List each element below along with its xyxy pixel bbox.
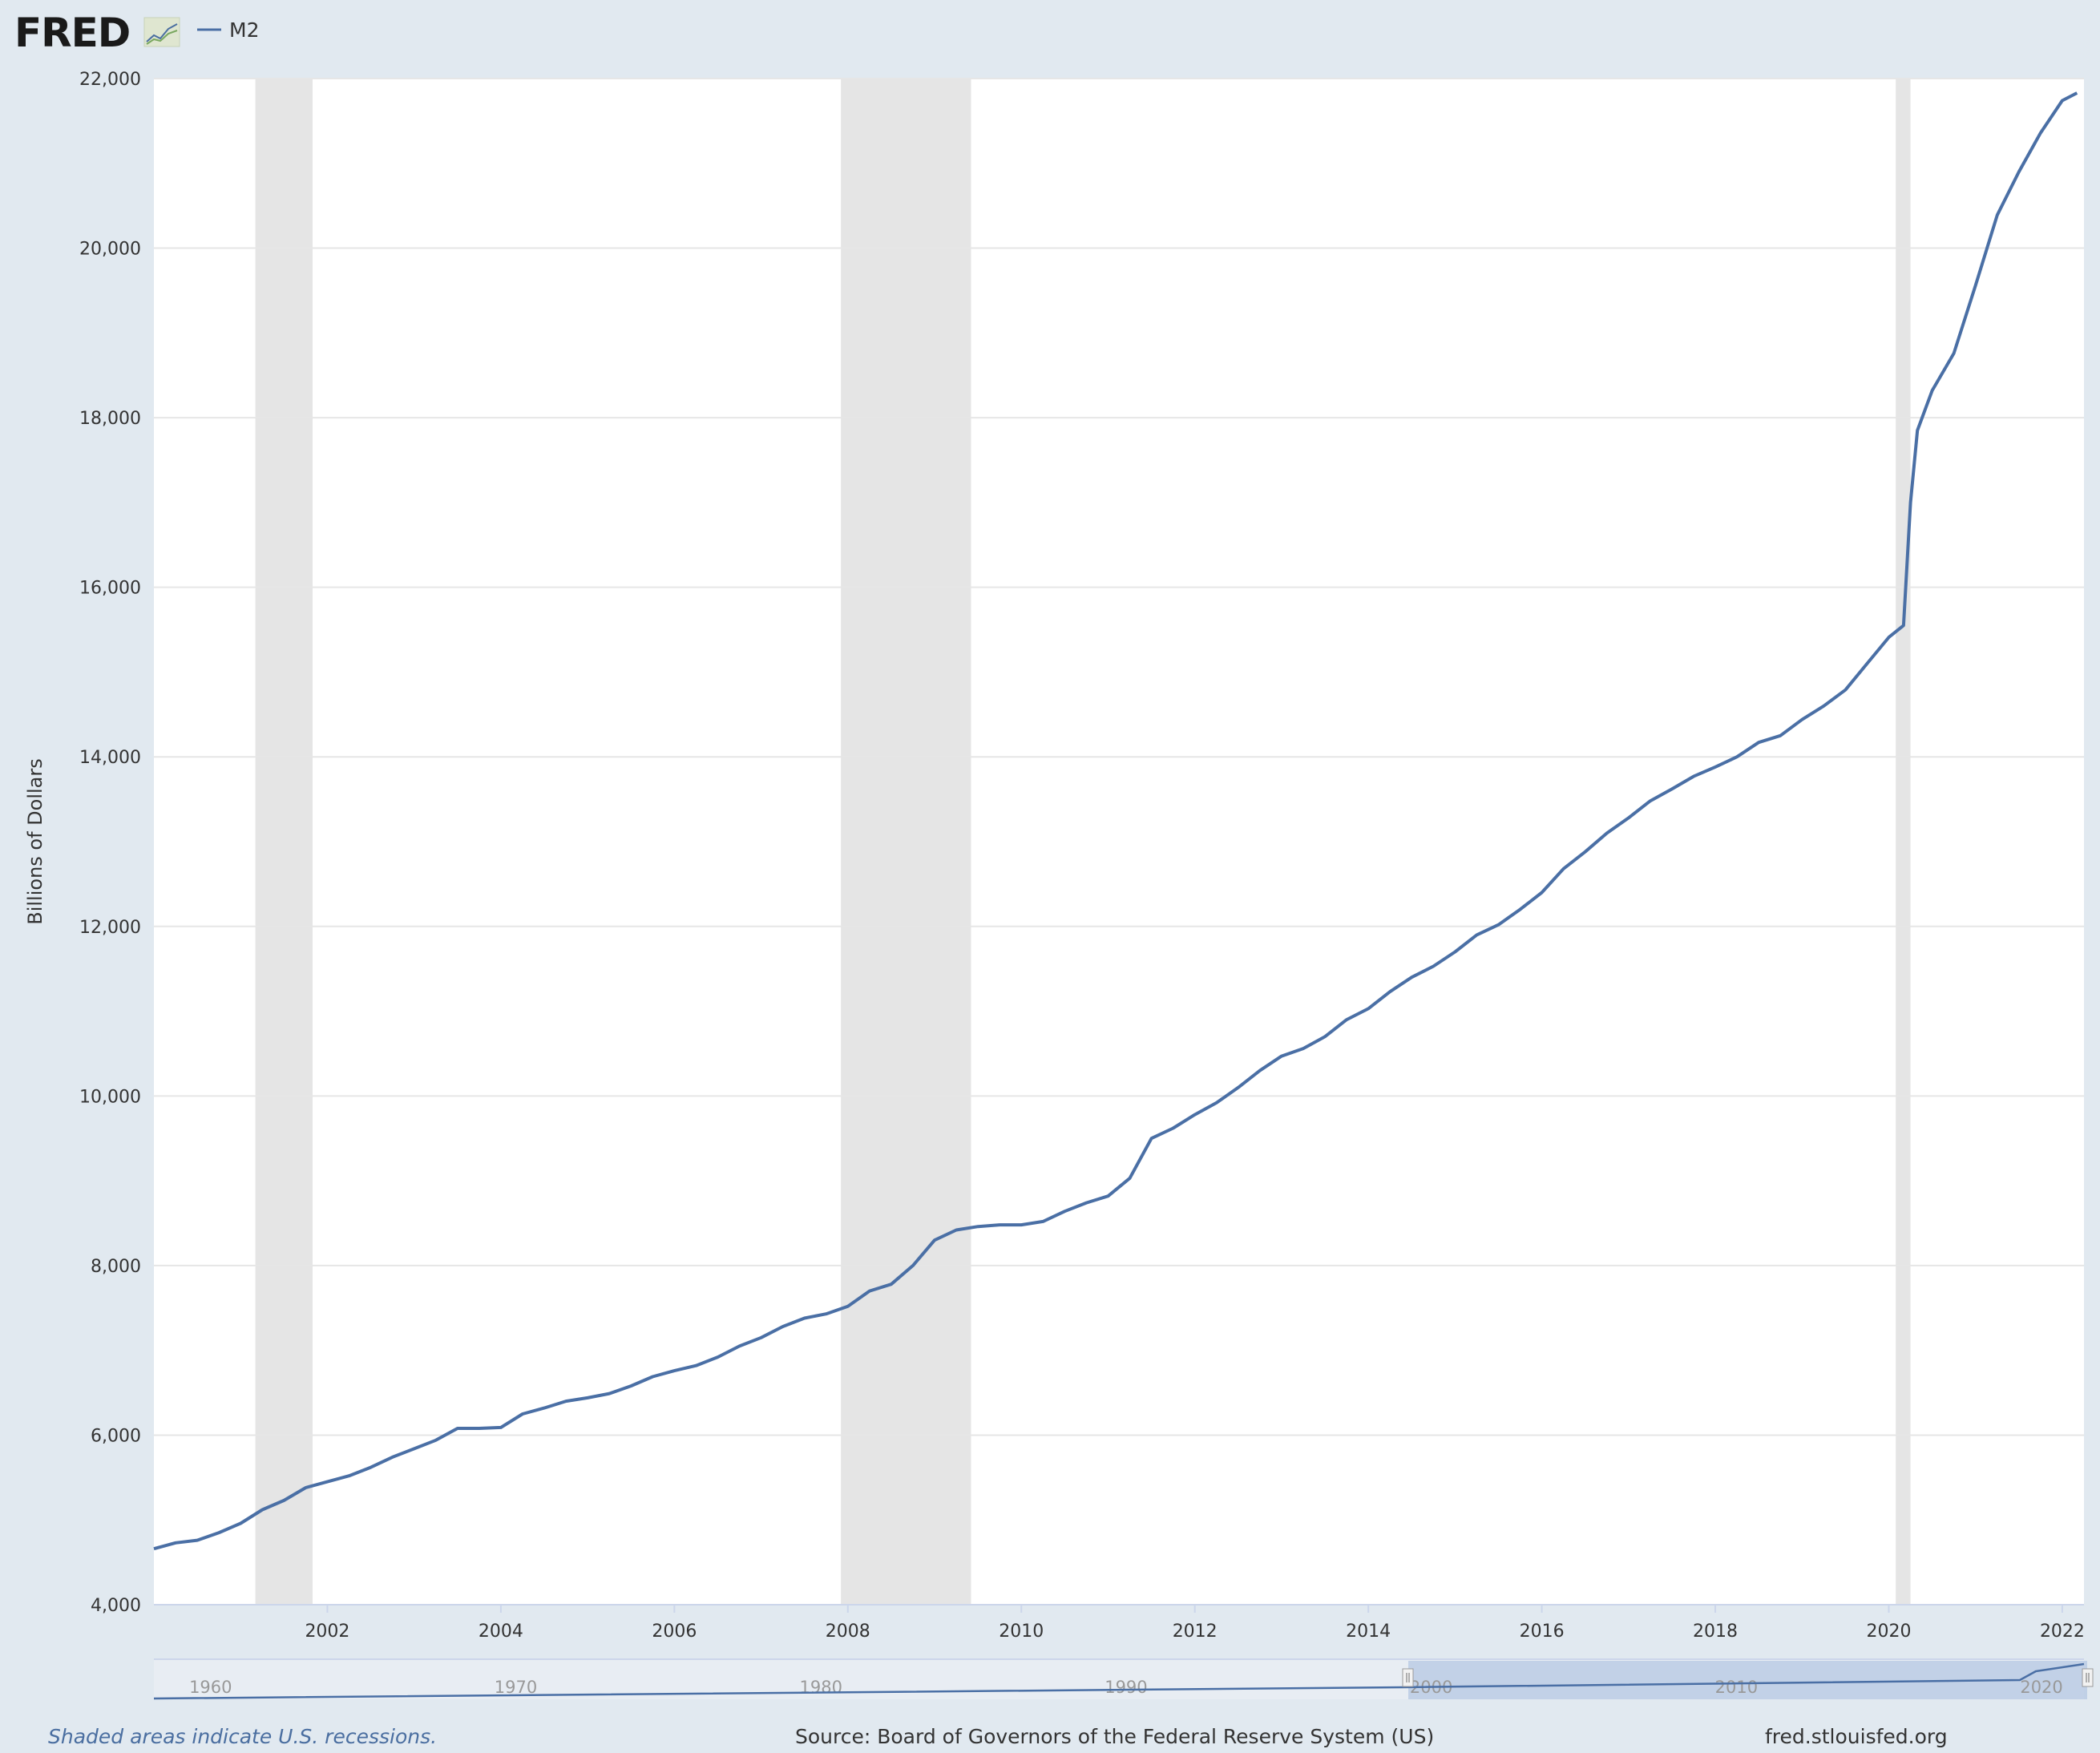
header: FRED M2 [14, 10, 259, 56]
fred-chart-icon [143, 17, 180, 47]
x-tick-label: 2018 [1693, 1622, 1738, 1642]
recession-band-0 [255, 79, 313, 1605]
x-axis-ticks: 2002 2004 2006 2008 2010 2012 2014 2016 2018 2020… [305, 1605, 2085, 1642]
navigator-series-line [153, 1662, 2085, 1700]
x-tick-label: 2010 [999, 1622, 1044, 1642]
navigator[interactable]: 1960 1970 1980 1990 2000 2010 2020 [153, 1658, 2094, 1700]
y-tick-label: 16,000 [79, 579, 141, 599]
recession-bands [255, 79, 1911, 1605]
y-tick-label: 10,000 [79, 1087, 141, 1107]
y-axis-label: Billions of Dollars [24, 758, 46, 925]
source-text: Source: Board of Governors of the Federa… [795, 1725, 1434, 1748]
recession-note: Shaded areas indicate U.S. recessions. [48, 1725, 437, 1748]
navigator-ticks: 1960 1970 1980 1990 2000 2010 2020 [189, 1678, 2063, 1697]
y-tick-label: 18,000 [79, 409, 141, 429]
x-tick-label: 2008 [826, 1622, 870, 1642]
y-tick-label: 14,000 [79, 748, 141, 768]
x-tick-label: 2016 [1520, 1622, 1565, 1642]
y-axis-ticks: 4,000 6,000 8,000 10,000 12,000 14,000 16,000 1… [79, 70, 141, 1616]
x-tick-label: 2014 [1346, 1622, 1391, 1642]
x-tick-label: 2002 [305, 1622, 349, 1642]
x-tick-label: 2012 [1173, 1622, 1218, 1642]
x-tick-label: 2022 [2040, 1622, 2085, 1642]
navigator-tick-label: 2020 [2020, 1678, 2062, 1697]
series-line-m2 [153, 91, 2078, 1551]
navigator-left-handle[interactable] [1402, 1668, 1414, 1687]
x-tick-label: 2004 [479, 1622, 523, 1642]
y-tick-label: 12,000 [79, 918, 141, 938]
fred-logo[interactable]: FRED [14, 10, 131, 56]
navigator-tick-label: 2010 [1715, 1678, 1758, 1697]
y-tick-label: 20,000 [79, 240, 141, 260]
navigator-right-handle[interactable] [2082, 1668, 2094, 1687]
legend-label-m2[interactable]: M2 [229, 18, 259, 42]
y-tick-label: 4,000 [91, 1596, 141, 1616]
y-tick-label: 22,000 [79, 70, 141, 90]
y-tick-label: 6,000 [91, 1426, 141, 1446]
plot-area [154, 79, 2084, 1605]
site-link[interactable]: fred.stlouisfed.org [1765, 1725, 1948, 1748]
gridlines [154, 78, 2084, 1436]
recession-band-2 [1896, 79, 1911, 1605]
x-tick-label: 2020 [1866, 1622, 1911, 1642]
navigator-tick-label: 1970 [495, 1678, 537, 1697]
navigator-tick-label: 1980 [799, 1678, 842, 1697]
y-tick-label: 8,000 [91, 1257, 141, 1277]
recession-band-1 [841, 79, 971, 1605]
navigator-tick-label: 1960 [189, 1678, 232, 1697]
navigator-tick-label: 1990 [1105, 1678, 1147, 1697]
x-tick-label: 2006 [652, 1622, 697, 1642]
